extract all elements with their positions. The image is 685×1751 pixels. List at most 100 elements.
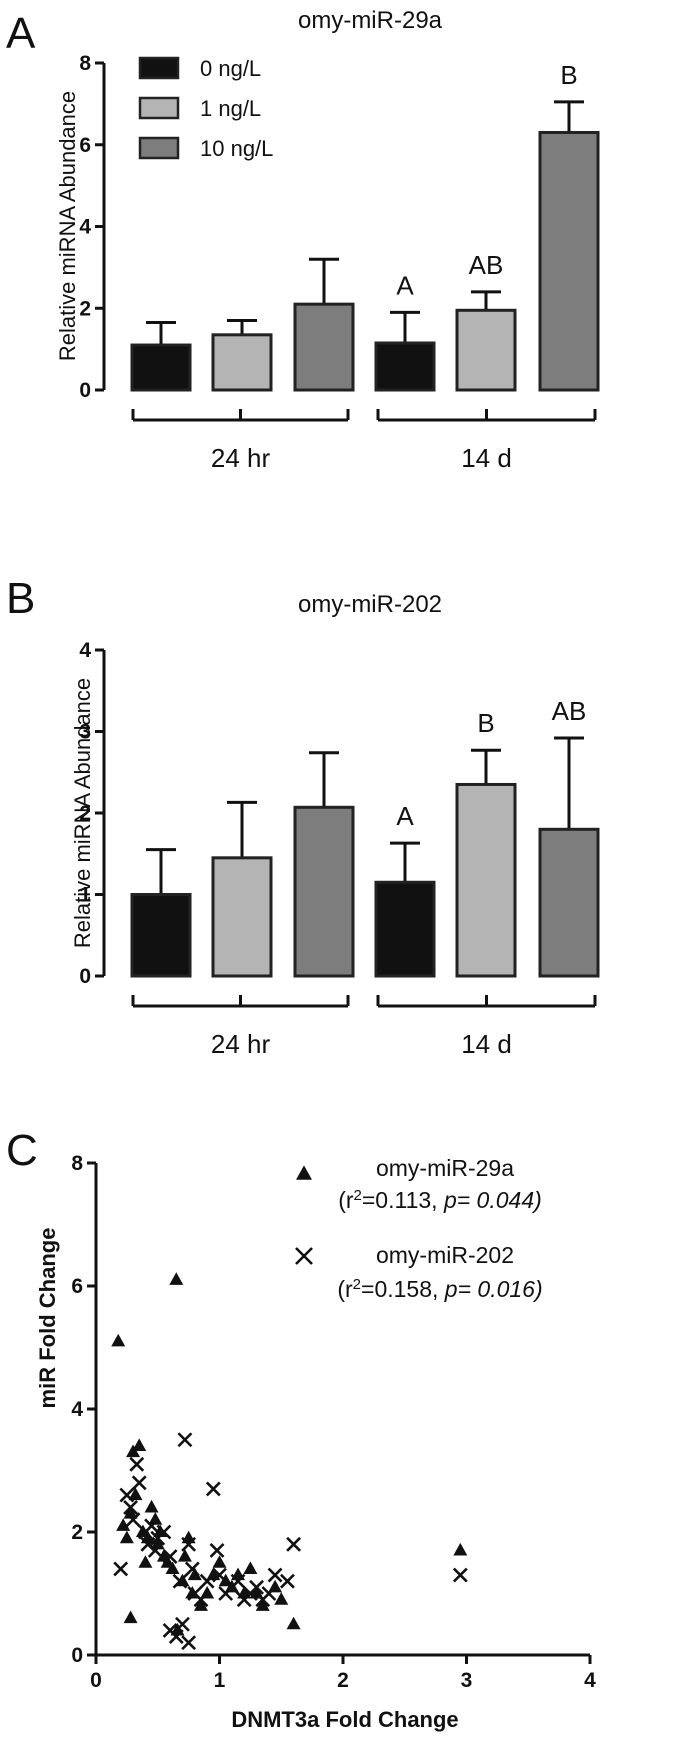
panel-c-point-mir202 [261, 1586, 277, 1601]
panel-a-sig-label: B [560, 60, 577, 90]
panel-c-point-mir202 [131, 1475, 147, 1491]
panel-c-point-mir29a [453, 1542, 468, 1556]
panel-a-legend-swatch [138, 136, 180, 160]
panel-a-letter: A [6, 9, 36, 58]
x-marker-stroke [249, 1579, 264, 1595]
x-marker-stroke [119, 1487, 135, 1503]
x-marker-stroke [267, 1567, 283, 1583]
panel-a-ytick-label: 2 [79, 297, 91, 320]
panel-c-point-mir202 [172, 1573, 188, 1589]
x-marker-stroke [181, 1635, 197, 1651]
x-marker-stroke [193, 1592, 209, 1608]
x-marker-stroke [230, 1573, 246, 1589]
x-marker-stroke [129, 1456, 145, 1472]
panel-c-point-mir202 [209, 1543, 225, 1558]
panel-c-point-mir29a [169, 1272, 184, 1285]
panel-c-point-mir202 [193, 1592, 209, 1608]
x-marker-stroke [199, 1573, 215, 1589]
panel-c-xtick-label: 2 [337, 1669, 349, 1692]
panel-c-ylabel: miR Fold Change [35, 1228, 60, 1409]
panel-c-legend-name: omy-miR-29a [376, 1155, 514, 1181]
x-marker-stroke [295, 1247, 313, 1265]
panel-c-legend-marker-mir202 [295, 1247, 313, 1265]
panel-c-xtick-label: 4 [584, 1669, 596, 1692]
panel-c-point-mir29a [181, 1530, 196, 1544]
panel-b-bar [455, 782, 517, 978]
x-marker-stroke [452, 1567, 468, 1583]
panel-c-xtick-label: 1 [214, 1669, 226, 1692]
panel-c-point-mir202 [177, 1432, 193, 1448]
panel-a-ytick-label: 8 [79, 52, 91, 75]
x-marker-stroke [286, 1536, 302, 1552]
panel-c-point-mir29a [193, 1598, 208, 1611]
panel-c-point-mir29a [116, 1518, 131, 1531]
panel-b-ytick-label: 3 [79, 721, 91, 744]
panel-c-point-mir29a [286, 1616, 301, 1630]
panel-b-sig-label: B [477, 708, 494, 738]
panel-b-letter: B [6, 574, 35, 623]
panel-c-point-mir202 [212, 1567, 227, 1583]
panel-c-point-mir202 [452, 1567, 468, 1583]
panel-c-point-mir29a [212, 1555, 227, 1568]
panel-b-ylabel: Relative miRNA Abundance [70, 678, 95, 948]
panel-c-point-mir29a [119, 1530, 134, 1544]
panel-c-point-mir202 [175, 1616, 190, 1632]
panel-b-ytick-label: 2 [79, 802, 91, 825]
panel-a-legend-swatch [138, 96, 180, 120]
panel-c-point-mir202 [162, 1549, 178, 1565]
panel-c-point-mir29a [138, 1555, 153, 1568]
panel-b-ytick-label: 4 [79, 639, 91, 662]
panel-c-legend-name: omy-miR-202 [376, 1242, 514, 1268]
panel-a-ytick-label: 6 [79, 134, 91, 157]
panel-b: B omy-miR-202 Relative miRNA Abundance 0… [6, 574, 600, 1059]
panel-a-group-label: 14 d [461, 443, 512, 473]
panel-a-legend-label: 10 ng/L [200, 136, 273, 161]
x-marker-stroke [181, 1536, 197, 1552]
panel-c-point-mir202 [280, 1573, 295, 1589]
panel-c-point-mir202 [181, 1536, 197, 1552]
panel-c-point-mir202 [113, 1561, 129, 1577]
panel-c-point-mir29a [128, 1487, 143, 1501]
panel-c-point-mir29a [148, 1512, 163, 1525]
panel-c-point-mir202 [147, 1543, 163, 1558]
panel-b-bar [538, 827, 600, 978]
x-marker-stroke [123, 1499, 138, 1515]
panel-c-legend-marker-mir29a [296, 1165, 312, 1180]
panel-c-legend-stat: (r2=0.158, p= 0.016) [337, 1276, 542, 1303]
panel-b-bar [374, 880, 436, 978]
panel-b-ytick-label: 1 [79, 884, 91, 907]
panel-c-point-mir29a [165, 1561, 180, 1574]
panel-c-point-mir202 [129, 1456, 145, 1472]
x-marker-stroke [205, 1481, 221, 1497]
panel-b-sig-label: A [396, 801, 414, 831]
x-marker-stroke [147, 1543, 163, 1558]
x-marker-stroke [209, 1543, 225, 1558]
panel-c-point-mir29a [144, 1499, 159, 1513]
panel-c-point-mir29a [231, 1567, 246, 1581]
panel-c-ytick-label: 2 [71, 1521, 83, 1544]
x-marker-stroke [175, 1616, 190, 1632]
panel-b-group-label: 24 hr [211, 1029, 271, 1059]
x-marker-stroke [140, 1536, 156, 1552]
panel-c-point-mir29a [177, 1549, 192, 1562]
panel-c-point-mir202 [199, 1573, 215, 1589]
panel-b-bar [293, 805, 355, 978]
panel-c-point-mir29a [274, 1592, 289, 1605]
x-marker-stroke [261, 1586, 277, 1601]
x-marker-stroke [177, 1432, 193, 1448]
panel-a-ytick-label: 4 [79, 216, 91, 239]
panel-a-legend-swatch [138, 56, 180, 80]
panel-b-bar [130, 893, 192, 978]
panel-c-point-mir202 [230, 1573, 246, 1589]
panel-a-bar [538, 130, 600, 392]
panel-c-point-mir29a [255, 1598, 270, 1611]
panel-c-legend-stat: (r2=0.113, p= 0.044) [338, 1187, 542, 1214]
panel-a-bar [374, 341, 436, 392]
panel-c-xtick-label: 0 [90, 1669, 102, 1692]
panel-a-legend-label: 0 ng/L [200, 56, 261, 81]
panel-c-point-mir202 [286, 1536, 302, 1552]
panel-c-point-mir202 [181, 1635, 197, 1651]
panel-c-point-mir29a [132, 1438, 147, 1451]
x-marker-stroke [156, 1524, 172, 1540]
